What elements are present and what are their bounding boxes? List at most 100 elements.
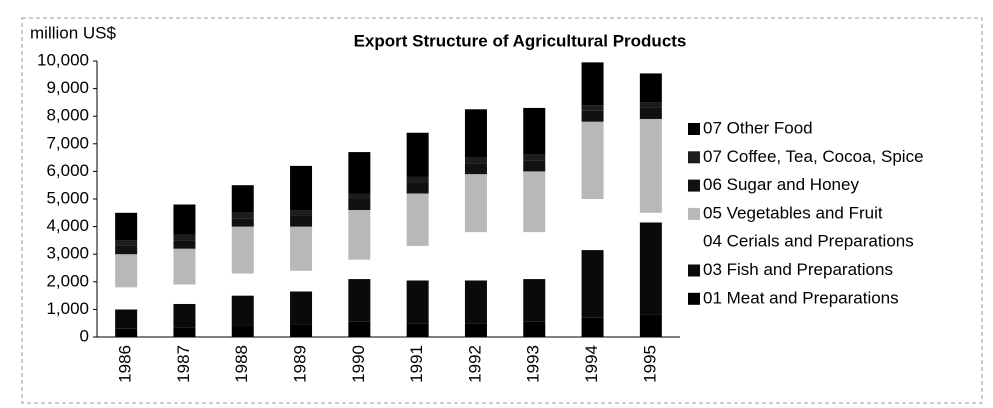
y-tick-label: 1,000 [46,299,89,318]
chart-title: Export Structure of Agricultural Product… [354,31,687,50]
x-tick-label: 1992 [465,345,484,383]
legend-label: 03 Fish and Preparations [703,260,893,279]
bar-segment [464,157,487,164]
y-tick-label: 7,000 [46,133,89,152]
y-tick-label: 5,000 [46,188,89,207]
bar-segment [290,165,313,211]
bar-segment [115,309,138,329]
bar-segment [406,182,429,194]
y-tick-label: 3,000 [46,244,89,263]
bar-segment [115,287,138,310]
bar-segment [639,107,662,119]
bar-segment [231,218,254,227]
y-tick-label: 10,000 [37,50,89,69]
x-tick-label: 1991 [407,345,426,383]
x-tick-label: 1993 [524,345,543,383]
legend-label: 06 Sugar and Honey [703,175,859,194]
bar-segment [115,240,138,246]
bar-segment [173,234,196,241]
legend-swatch [688,207,700,220]
bar-segment [406,245,429,281]
bar-segment [581,121,604,199]
bar-segment [406,323,429,337]
bar-segment [523,232,546,280]
chart-border [21,17,983,404]
bar-segment [523,321,546,337]
legend-label: 07 Coffee, Tea, Cocoa, Spice [703,147,924,166]
bar-segment [406,132,429,177]
bar-segment [173,327,196,337]
bar-segment [581,62,604,106]
bar-segment [523,279,546,322]
bar-segment [115,328,138,337]
bar-segment [639,212,662,223]
x-tick-label: 1987 [174,345,193,383]
bar-segment [231,212,254,219]
bar-segment [523,171,546,233]
y-tick-label: 9,000 [46,78,89,97]
legend-swatch [688,292,700,305]
bar-segment [581,250,604,318]
bar-segment [523,107,546,155]
bar-segment [348,321,371,337]
x-tick-label: 1994 [582,345,601,383]
x-tick-label: 1986 [116,345,135,383]
legend-swatch [688,151,700,164]
bar-segment [348,210,371,260]
legend-swatch [688,264,700,277]
bar-segment [639,73,662,103]
bar-segment [290,291,313,325]
y-tick-label: 4,000 [46,216,89,235]
bar-segment [639,314,662,337]
legend-label: 07 Other Food [703,118,813,137]
bar-segment [464,323,487,337]
x-tick-label: 1988 [232,345,251,383]
bar-segment [581,199,604,251]
legend-swatch [688,179,700,192]
legend-swatch [688,123,700,135]
legend-label: 04 Cerials and Preparations [703,232,914,251]
bar-segment [290,226,313,271]
bar-segment [290,324,313,337]
x-tick-label: 1989 [291,345,310,383]
bar-segment [173,303,196,328]
bar-segment [348,152,371,194]
bar-segment [523,160,546,172]
bar-segment [231,295,254,326]
bar-segment [115,212,138,241]
bar-segment [406,193,429,246]
bar-segment [464,280,487,324]
y-axis-label: million US$ [30,23,117,42]
bar-segment [581,105,604,111]
bar-segment [348,259,371,280]
x-tick-label: 1990 [349,345,368,383]
bar-segment [115,254,138,288]
y-tick-label: 6,000 [46,161,89,180]
bar-segment [639,222,662,315]
bar-segment [231,325,254,337]
bar-segment [464,174,487,233]
legend-label: 01 Meat and Preparations [703,288,899,307]
bar-segment [581,317,604,337]
bar-segment [464,109,487,158]
bar-segment [523,154,546,161]
bar-segment [348,193,371,199]
bar-segment [581,110,604,122]
y-tick-label: 2,000 [46,271,89,290]
bar-segment [173,284,196,304]
bar-segment [406,176,429,183]
bar-segment [173,240,196,249]
bar-segment [464,163,487,175]
legend-label: 05 Vegetables and Fruit [703,203,883,222]
bar-segment [348,199,371,211]
bar-segment [231,185,254,213]
bar-segment [639,102,662,108]
y-tick-label: 0 [80,326,89,345]
bar-segment [348,279,371,322]
bar-segment [231,273,254,296]
x-tick-label: 1995 [640,345,659,383]
bar-segment [173,204,196,235]
bar-segment [115,245,138,255]
bar-segment [290,215,313,227]
